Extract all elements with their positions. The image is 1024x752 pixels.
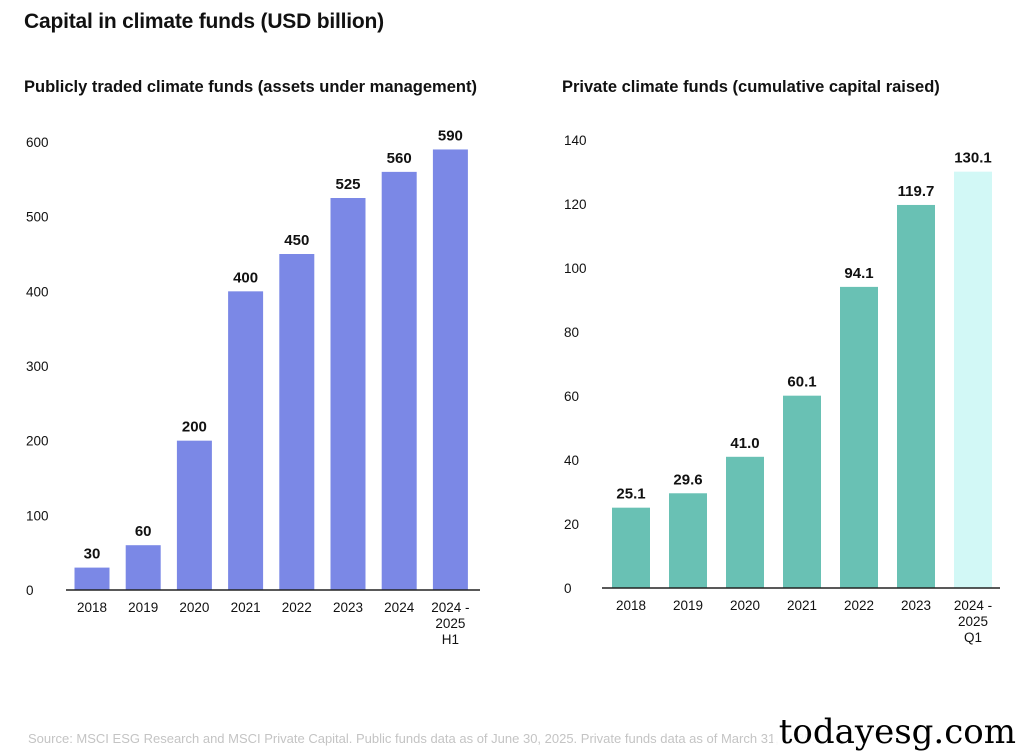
y-tick-label: 500: [26, 210, 49, 225]
x-tick-label: 2021: [787, 598, 817, 613]
y-tick-label: 20: [564, 517, 579, 532]
bar-value-label: 200: [182, 419, 207, 436]
bar-value-label: 25.1: [616, 486, 645, 503]
y-tick-label: 200: [26, 434, 49, 449]
bar: [612, 507, 650, 588]
bar: [840, 286, 878, 588]
x-tick-label: 2019: [128, 600, 158, 615]
y-tick-label: 600: [26, 135, 49, 150]
x-tick-label: 2024 -2025 H1: [431, 600, 469, 647]
y-tick-label: 0: [26, 583, 34, 598]
public-funds-chart-title: Publicly traded climate funds (assets un…: [24, 78, 477, 96]
x-tick-label: 2021: [231, 600, 261, 615]
bar: [125, 545, 161, 590]
bar-value-label: 590: [438, 127, 463, 144]
y-tick-label: 60: [564, 389, 579, 404]
bar: [176, 440, 212, 590]
y-tick-label: 300: [26, 359, 49, 374]
y-tick-label: 100: [26, 508, 49, 523]
bar: [432, 149, 468, 590]
bar: [954, 171, 992, 588]
x-tick-label: 2022: [844, 598, 874, 613]
bar: [726, 456, 764, 588]
y-tick-label: 80: [564, 325, 579, 340]
x-tick-label: 2020: [730, 598, 760, 613]
bar-value-label: 130.1: [954, 150, 992, 167]
y-tick-label: 120: [564, 197, 587, 212]
source-note: Source: MSCI ESG Research and MSCI Priva…: [28, 731, 815, 746]
bar-value-label: 60: [135, 523, 152, 540]
bar: [381, 171, 417, 590]
bar-value-label: 29.6: [673, 471, 702, 488]
bar-value-label: 450: [284, 232, 309, 249]
y-tick-label: 40: [564, 453, 579, 468]
public-funds-bar-chart: 0 100 200 300 400 500 600 30 2018 60 2019 200 2020 40…: [26, 127, 480, 647]
bar: [897, 204, 935, 588]
y-tick-label: 400: [26, 284, 49, 299]
bar: [279, 254, 315, 590]
bar: [74, 567, 110, 590]
x-tick-label: 2019: [673, 598, 703, 613]
x-tick-label: 2023: [333, 600, 363, 615]
private-funds-bar-chart: 0 20 40 60 80 100 120 140 25.1 2018 29.6 2019 41.0 20…: [564, 133, 1000, 645]
bar-value-label: 30: [84, 546, 101, 563]
bar-value-label: 60.1: [787, 374, 816, 391]
bar: [228, 291, 264, 590]
bar-value-label: 560: [387, 150, 412, 167]
y-tick-label: 0: [564, 581, 572, 596]
bar-value-label: 94.1: [844, 265, 873, 282]
private-funds-chart: Private climate funds (cumulative capita…: [562, 78, 1012, 678]
private-funds-chart-title: Private climate funds (cumulative capita…: [562, 78, 940, 96]
y-tick-label: 100: [564, 261, 587, 276]
public-funds-chart: Publicly traded climate funds (assets un…: [24, 78, 504, 678]
x-tick-label: 2023: [901, 598, 931, 613]
x-tick-label: 2020: [179, 600, 209, 615]
x-tick-label: 2024 -2025 Q1: [954, 598, 992, 645]
bar: [783, 395, 821, 588]
bar-value-label: 525: [335, 176, 360, 193]
bar-value-label: 400: [233, 269, 258, 286]
y-tick-label: 140: [564, 133, 587, 148]
bar: [669, 493, 707, 588]
watermark: todayesg.com: [772, 712, 1022, 752]
x-tick-label: 2018: [77, 600, 107, 615]
x-tick-label: 2022: [282, 600, 312, 615]
page-title: Capital in climate funds (USD billion): [24, 10, 384, 33]
x-tick-label: 2024: [384, 600, 415, 615]
x-tick-label: 2018: [616, 598, 646, 613]
bar: [330, 198, 366, 590]
bar-value-label: 41.0: [730, 435, 759, 452]
bar-value-label: 119.7: [898, 183, 935, 200]
